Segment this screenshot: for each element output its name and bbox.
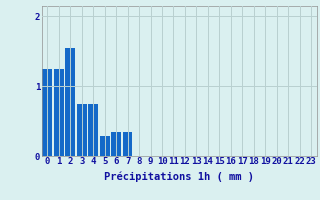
X-axis label: Précipitations 1h ( mm ): Précipitations 1h ( mm ) [104, 172, 254, 182]
Bar [43, 69, 52, 156]
Bar [100, 136, 109, 156]
Bar [123, 132, 132, 156]
Bar [54, 69, 64, 156]
Bar [65, 48, 75, 156]
Bar [88, 104, 98, 156]
Bar [77, 104, 87, 156]
Bar [111, 132, 121, 156]
